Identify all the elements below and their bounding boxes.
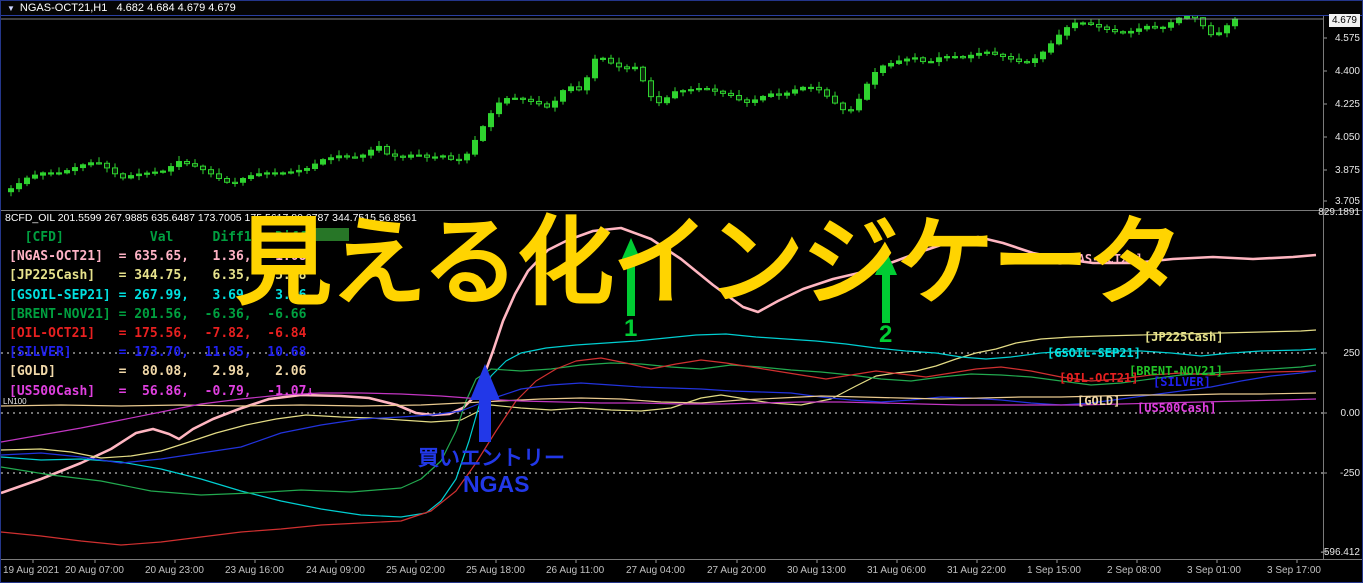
instrument-label: [US500Cash]	[1137, 401, 1217, 415]
indicator-tick-label: -250	[1339, 468, 1360, 479]
price-axis-separator[interactable]	[1323, 1, 1324, 559]
time-axis-label: 1 Sep 15:00	[1027, 565, 1081, 576]
instrument-label: [SILVER]	[1153, 375, 1211, 389]
instrument-label: [BRENT-NOV21]	[1129, 364, 1223, 378]
instrument-label: [NGAS-OCT21]	[1056, 252, 1143, 266]
signal-marker-1: 1	[624, 315, 638, 342]
time-axis-label: 19 Aug 2021	[3, 565, 60, 576]
price-tick-label: 4.225	[1334, 99, 1360, 110]
cfd-table-row: [OIL-OCT21] = 175.56, -7.82, -6.84	[9, 326, 307, 341]
time-axis-label: 20 Aug 07:00	[65, 565, 124, 576]
cfd-table-row: [GSOIL-SEP21] = 267.99, 3.69, 3.66	[9, 287, 307, 303]
indicator-corner-label: LN100	[3, 397, 27, 406]
price-tick-label: 4.050	[1334, 132, 1360, 143]
indicator-tick-label: 0.00	[1340, 408, 1360, 419]
time-axis-label: 31 Aug 06:00	[867, 565, 926, 576]
cfd-table-row: [US500Cash] = 56.86, -0.79, -1.07↓	[9, 383, 315, 399]
price-tick-label: 3.705	[1334, 196, 1360, 207]
cfd-table-header: [CFD] Val Diff1, Diff2	[9, 230, 315, 245]
cfd-table-row: [BRENT-NOV21] = 201.56, -6.36, -6.66	[9, 306, 307, 322]
price-tick-label: 4.575	[1334, 33, 1360, 44]
current-price-box: 4.679	[1328, 14, 1360, 27]
time-axis-label: 25 Aug 18:00	[466, 565, 525, 576]
price-tick-label: 3.875	[1334, 165, 1360, 176]
instrument-label: [GOLD]	[1077, 394, 1121, 408]
time-axis-label: 3 Sep 17:00	[1267, 565, 1321, 576]
chart-title-bar[interactable]: ▼ NGAS-OCT21,H1 4.682 4.684 4.679 4.679	[1, 1, 1362, 16]
time-axis-label: 20 Aug 23:00	[145, 565, 204, 576]
instrument-label: [GSOIL-SEP21]	[1047, 346, 1141, 360]
cfd-table-row: [NGAS-OCT21] = 635.65, 1.36, 1.08	[9, 249, 307, 265]
cfd-table-row: [SILVER] = 173.70, 11.85, 10.68	[9, 345, 307, 361]
indicator-tick-label: 829.1891	[1318, 207, 1360, 218]
indicator-name-values: 8CFD_OIL 201.5599 267.9885 635.6487 173.…	[5, 212, 417, 224]
time-axis-label: 25 Aug 02:00	[386, 565, 445, 576]
price-tick-label: 4.400	[1334, 66, 1360, 77]
time-axis-label: 27 Aug 20:00	[707, 565, 766, 576]
time-axis-label: 26 Aug 11:00	[546, 565, 605, 576]
overlay-title-text: 見える化インジケータ	[235, 208, 1184, 317]
time-axis-label: 3 Sep 01:00	[1187, 565, 1241, 576]
indicator-tick-label: -596.412	[1320, 547, 1360, 558]
time-axis-divider	[1, 559, 1362, 560]
signal-marker-2: 2	[879, 321, 893, 348]
time-axis-label: 27 Aug 04:00	[626, 565, 685, 576]
cfd-table-row: [GOLD] = 80.08, 2.98, 2.06	[9, 364, 307, 380]
chart-title-quote: NGAS-OCT21,H1 4.682 4.684 4.679 4.679	[19, 2, 236, 14]
time-axis-label: 24 Aug 09:00	[306, 565, 365, 576]
dropdown-arrow-icon[interactable]: ▼	[7, 4, 15, 13]
indicator-tick-label: 250	[1343, 348, 1360, 359]
cfd-table-row: [JP225Cash] = 344.75, 6.35, 5.88	[9, 268, 307, 284]
buy-entry-label: 買いエントリー	[418, 447, 565, 470]
instrument-label: [OIL-OCT21]	[1059, 371, 1139, 385]
time-axis-label: 2 Sep 08:00	[1107, 565, 1161, 576]
instrument-label: [JP225Cash]	[1144, 330, 1224, 344]
time-axis-label: 30 Aug 13:00	[787, 565, 846, 576]
buy-entry-symbol: NGAS	[463, 471, 530, 497]
time-axis-label: 31 Aug 22:00	[947, 565, 1006, 576]
pane-divider[interactable]	[1, 210, 1362, 211]
time-axis-label: 23 Aug 16:00	[225, 565, 284, 576]
